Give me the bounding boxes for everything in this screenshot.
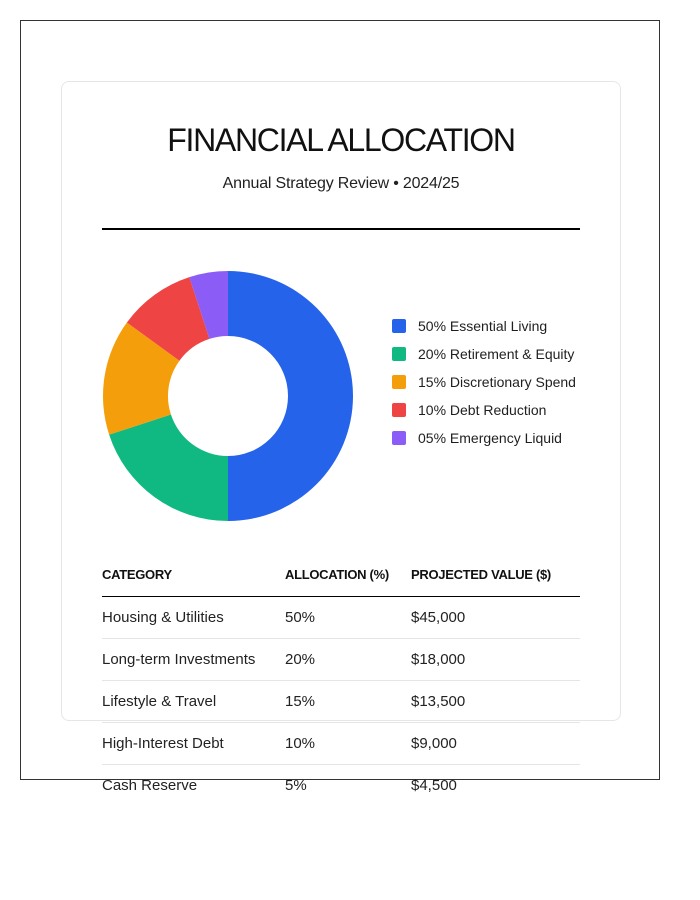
page-subtitle: Annual Strategy Review • 2024/25 [222,175,460,192]
cell-allocation: 10% [285,722,411,765]
legend-item-retirement-equity: 20% Retirement & Equity [392,346,587,362]
cell-category: Cash Reserve [102,777,198,794]
cell-category: Long-term Investments [102,638,285,681]
legend-label: 20% Retirement & Equity [418,346,575,362]
column-header-allocation: ALLOCATION (%) [285,567,411,597]
donut-chart [103,271,353,521]
table-row: High-Interest Debt 10% $9,000 [102,722,580,765]
cell-projected-value: $9,000 [411,722,580,765]
header-divider [102,228,580,230]
cell-projected-value: $4,500 [411,777,457,794]
legend-item-essential-living: 50% Essential Living [392,318,587,334]
table-row: Lifestyle & Travel 15% $13,500 [102,680,580,723]
cell-category: High-Interest Debt [102,722,285,765]
legend-swatch-icon [392,375,406,389]
legend-label: 50% Essential Living [418,318,548,334]
column-header-projected-value: PROJECTED VALUE ($) [411,567,580,597]
cell-allocation: 5% [285,777,307,794]
cell-projected-value: $18,000 [411,638,580,681]
table-header-row: CATEGORY ALLOCATION (%) PROJECTED VALUE … [102,567,580,597]
legend-label: 05% Emergency Liquid [418,430,562,446]
chart-legend: 50% Essential Living 20% Retirement & Eq… [392,318,587,458]
cell-allocation: 50% [285,596,411,639]
legend-label: 15% Discretionary Spend [418,374,576,390]
cell-projected-value: $13,500 [411,680,580,723]
cell-allocation: 20% [285,638,411,681]
legend-swatch-icon [392,403,406,417]
cell-allocation: 15% [285,680,411,723]
legend-item-debt-reduction: 10% Debt Reduction [392,402,587,418]
table-row: Long-term Investments 20% $18,000 [102,638,580,681]
table-row: Cash Reserve 5% $4,500 [102,765,580,807]
donut-slice-emergency-liquid [189,271,228,339]
page-title: FINANCIAL ALLOCATION [167,122,516,158]
legend-swatch-icon [392,431,406,445]
legend-item-discretionary-spend: 15% Discretionary Spend [392,374,587,390]
legend-item-emergency-liquid: 05% Emergency Liquid [392,430,587,446]
cell-category: Housing & Utilities [102,596,285,639]
donut-slice-discretionary-spend [103,322,180,435]
cell-projected-value: $45,000 [411,596,580,639]
legend-swatch-icon [392,347,406,361]
chart-area: 50% Essential Living 20% Retirement & Eq… [102,270,580,522]
donut-slice-essential-living [228,271,353,521]
column-header-category: CATEGORY [102,567,285,597]
allocation-table: CATEGORY ALLOCATION (%) PROJECTED VALUE … [102,567,580,806]
table-row: Housing & Utilities 50% $45,000 [102,596,580,639]
donut-slice-debt-reduction [126,277,210,361]
donut-slice-retirement-equity [109,414,228,521]
cell-category: Lifestyle & Travel [102,680,285,723]
legend-swatch-icon [392,319,406,333]
legend-label: 10% Debt Reduction [418,402,547,418]
